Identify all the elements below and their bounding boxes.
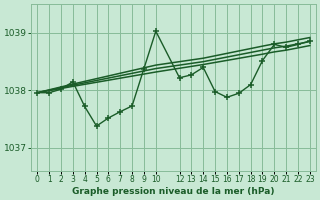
X-axis label: Graphe pression niveau de la mer (hPa): Graphe pression niveau de la mer (hPa) [72,187,275,196]
